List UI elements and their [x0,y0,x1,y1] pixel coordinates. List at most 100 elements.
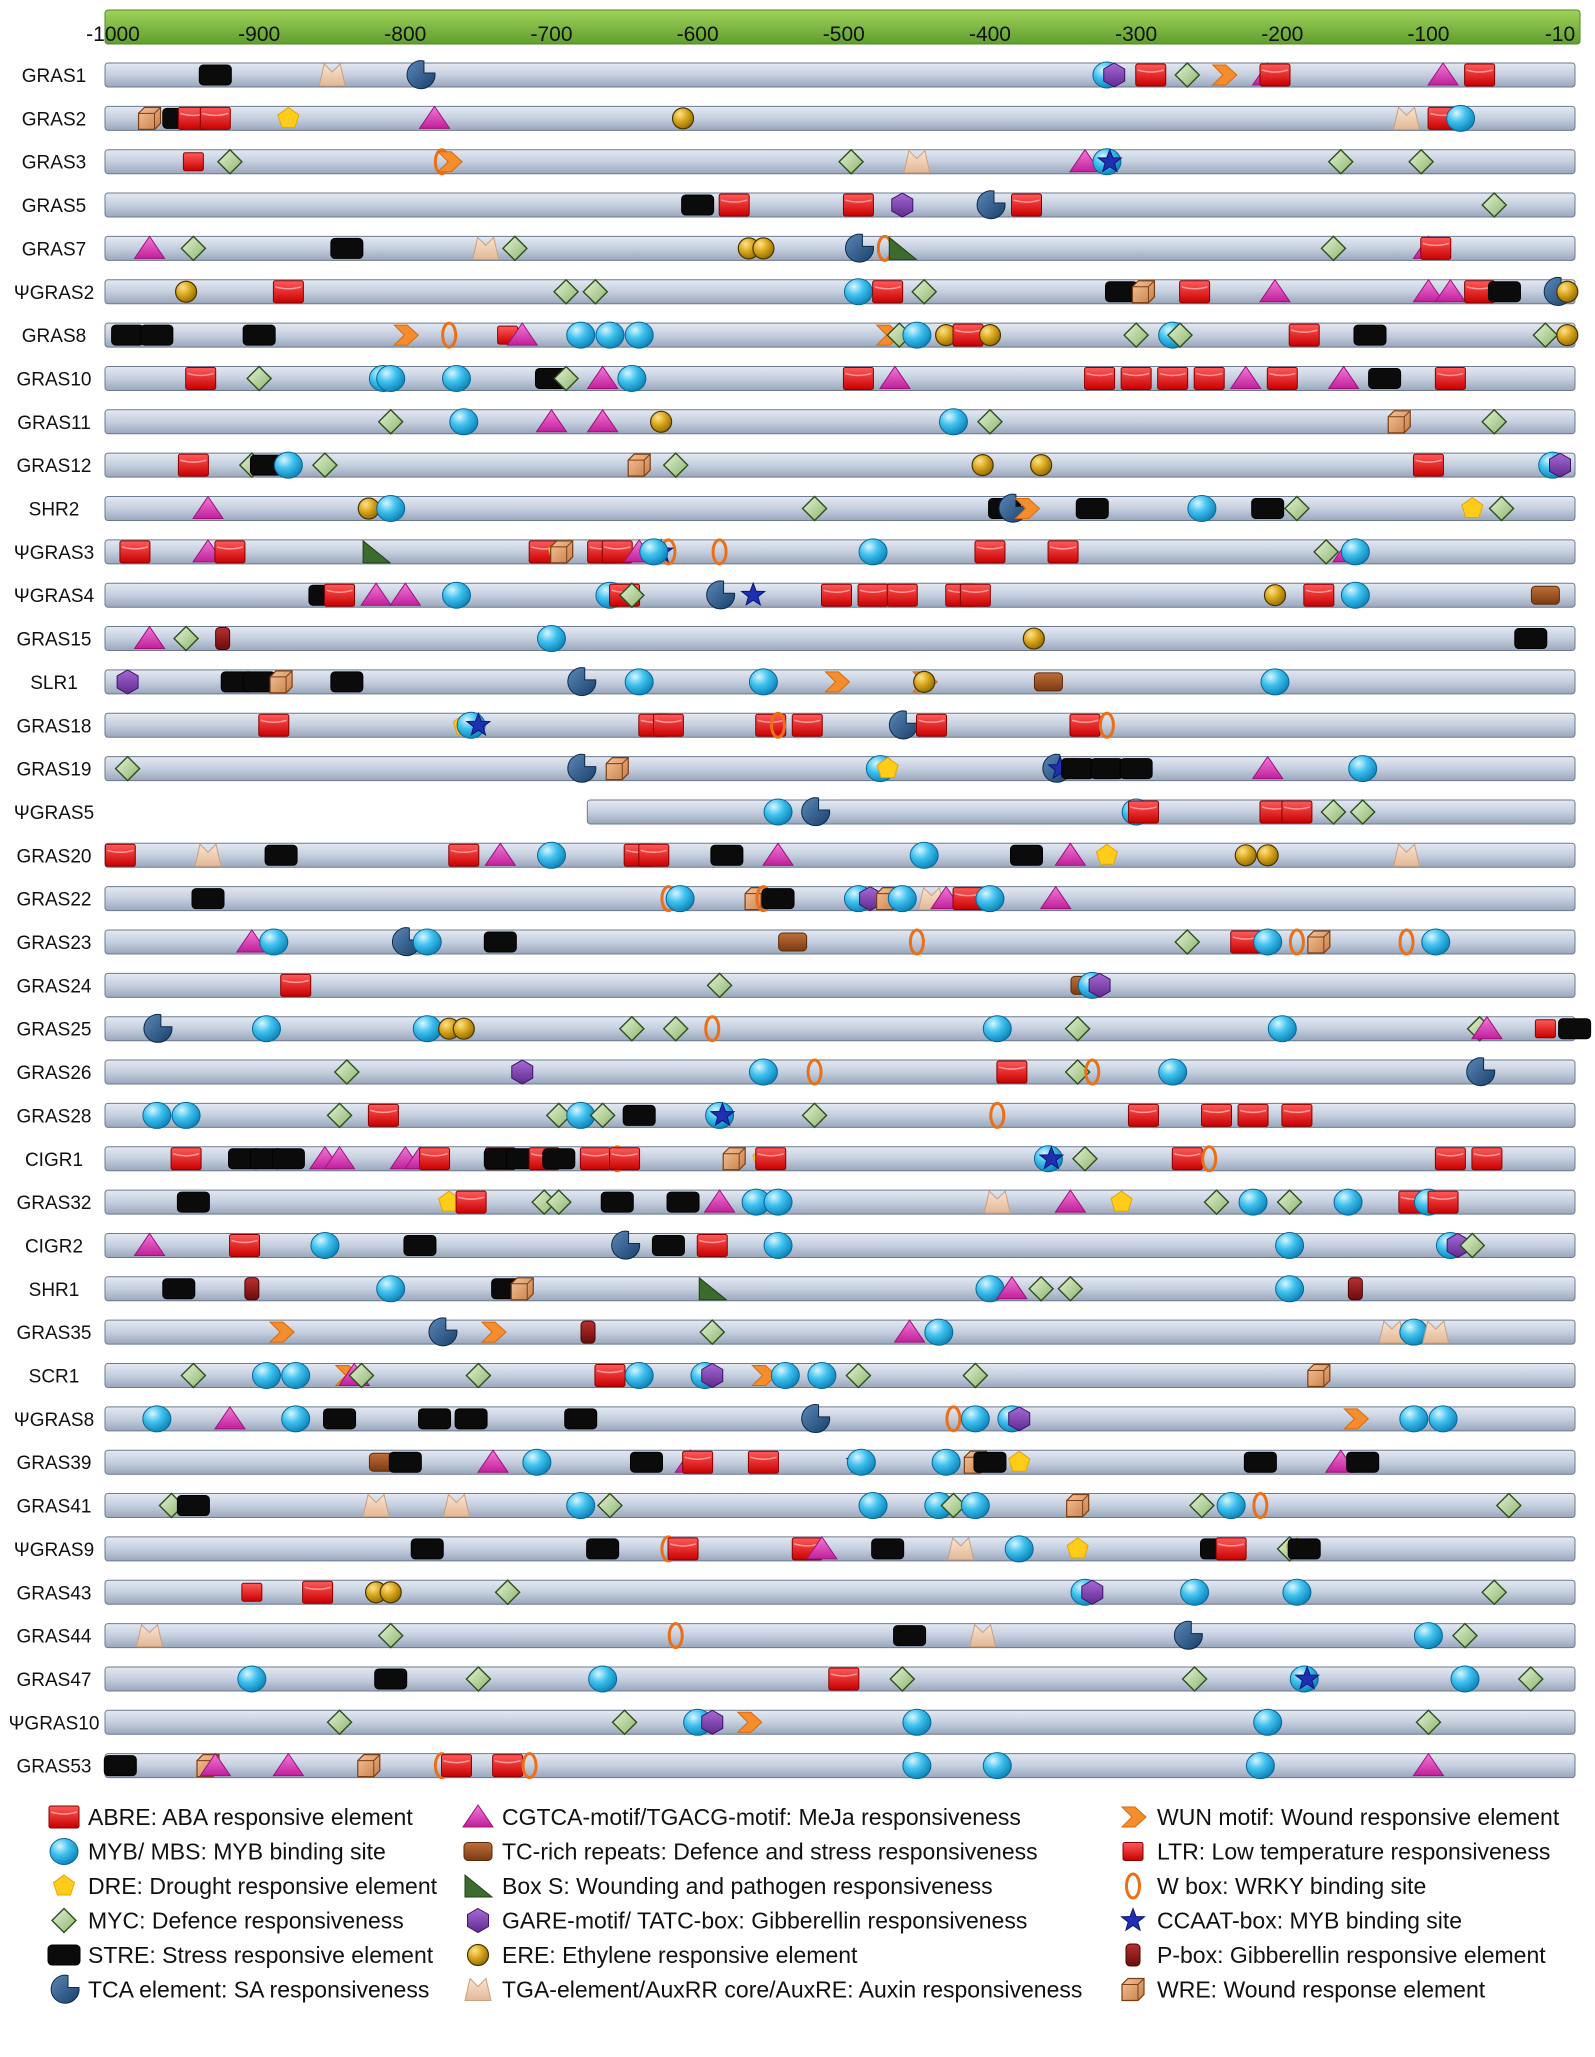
myb-element-icon [1348,755,1378,783]
auxin-element-icon [362,1493,390,1518]
abre-element-icon [682,1450,714,1474]
myc-element-icon [1481,1579,1508,1606]
stre-element-icon [1346,1451,1380,1473]
stre-element-icon [111,324,145,346]
gene-label: ΨGRAS10 [9,1713,100,1734]
promoter-track [104,62,1576,88]
stre-element-icon [1558,1018,1592,1040]
dre-element-icon [876,756,899,779]
myb-element-icon [281,1405,311,1433]
gene-row: GRAS25 [17,1013,1592,1043]
abre-element-icon [1303,583,1335,607]
gene-row: GRAS2 [22,104,1576,132]
wun-motif-icon [1014,498,1041,519]
stre-element-icon [403,1234,437,1256]
gene-row: GRAS3 [22,148,1576,176]
abre-element-icon [1127,800,1159,824]
abre-element-icon [104,843,136,867]
meja-motif-icon [133,235,166,259]
tca-element-icon [1466,1057,1496,1087]
gene-row: GRAS1 [22,60,1576,90]
ere-element-icon [971,454,994,477]
w-box-icon [1098,711,1115,739]
auxin-element-icon [1392,106,1421,130]
myc-element-icon [333,1059,360,1086]
promoter-track [104,1016,1576,1042]
stre-element-icon [542,1148,576,1170]
myc-element-icon [326,1709,353,1736]
myb-element-icon [858,1492,888,1520]
w-box-icon [1252,1492,1269,1520]
abre-element-icon [1464,63,1496,87]
gene-row: GRAS15 [17,625,1576,653]
stre-element-icon [1514,628,1548,650]
abre-element-icon [594,1364,626,1387]
myb-element-icon [449,408,479,436]
legend-label: CGTCA-motif/TGACG-motif: MeJa responsive… [502,1804,1021,1830]
gene-label: ΨGRAS3 [14,543,94,564]
myb-element-icon [237,1665,267,1693]
myb-element-icon [566,321,596,349]
axis-tick-label: -600 [677,23,719,46]
gene-row: CIGR1 [25,1145,1576,1173]
wun-motif-icon [1211,64,1238,86]
gene-row: GRAS41 [17,1492,1576,1520]
stre-element-icon [374,1668,408,1690]
axis-tick-label: -500 [823,23,865,46]
abre-element-icon [667,1537,699,1561]
legend-item: P-box: Gibberellin responsive element [1125,1942,1546,1968]
myb-element-icon [639,538,669,566]
axis-tick-label: -800 [384,23,426,46]
myb-element-icon [960,1492,990,1520]
stre-element-icon [191,888,225,910]
stre-element-icon [1075,498,1109,519]
gene-row: ΨGRAS8 [14,1404,1576,1434]
legend-item: WRE: Wound response element [1121,1977,1486,2003]
legend-item: STRE: Stress responsive element [47,1942,434,1968]
ere-element-icon [978,324,1002,347]
myc-element-icon [1320,798,1347,825]
myc-element-icon [801,1102,828,1129]
myb-element-icon [273,451,303,479]
gene-row: GRAS26 [17,1057,1576,1087]
myc-element-icon [845,1362,872,1389]
myb-element-icon [588,1665,618,1693]
myc-element-icon [940,1492,967,1519]
abre-element-icon [199,106,231,130]
tc-rich-icon [1530,585,1560,605]
gene-label: GRAS22 [17,890,92,911]
abre-element-icon [638,843,670,867]
wun-motif-icon [436,151,463,173]
gene-row: GRAS35 [17,1317,1576,1347]
ccaat-box-icon [740,581,767,607]
promoter-track [104,886,1576,912]
abre-element-icon [324,583,356,607]
abre-element-icon [959,583,991,607]
myb-element-icon [846,1448,876,1476]
myc-element-icon [706,972,733,999]
abre-element-icon [1193,366,1225,390]
auxin-element-icon [1422,1320,1450,1344]
myc-element-icon [348,1362,375,1389]
gene-label: GRAS41 [17,1497,92,1518]
promoter-track [104,192,1576,218]
wre-element-icon [269,670,293,694]
myb-element-icon [748,668,778,696]
myb-element-icon [1253,928,1283,956]
gare-motif-icon [891,192,914,218]
gene-rows: GRAS1 GRAS2 GRAS3 GRAS5 GRAS7 ΨGRAS2 GRAS8 GRAS… [9,60,1592,1780]
ere-element-icon [650,410,673,433]
myc-element-icon [51,1907,77,1934]
myc-element-icon [377,1622,404,1649]
legend-label: MYC: Defence responsiveness [88,1908,404,1934]
myc-element-icon [326,1102,353,1129]
meja-motif-icon [1054,842,1087,866]
myc-element-icon [1349,798,1376,825]
promoter-track [104,1363,1576,1388]
w-box-icon [521,1752,538,1780]
stre-element-icon [1061,758,1095,780]
wre-element-icon [605,756,629,781]
box-s-icon [464,1873,494,1898]
myb-element-icon [1238,1188,1268,1216]
myc-element-icon [1123,322,1150,349]
